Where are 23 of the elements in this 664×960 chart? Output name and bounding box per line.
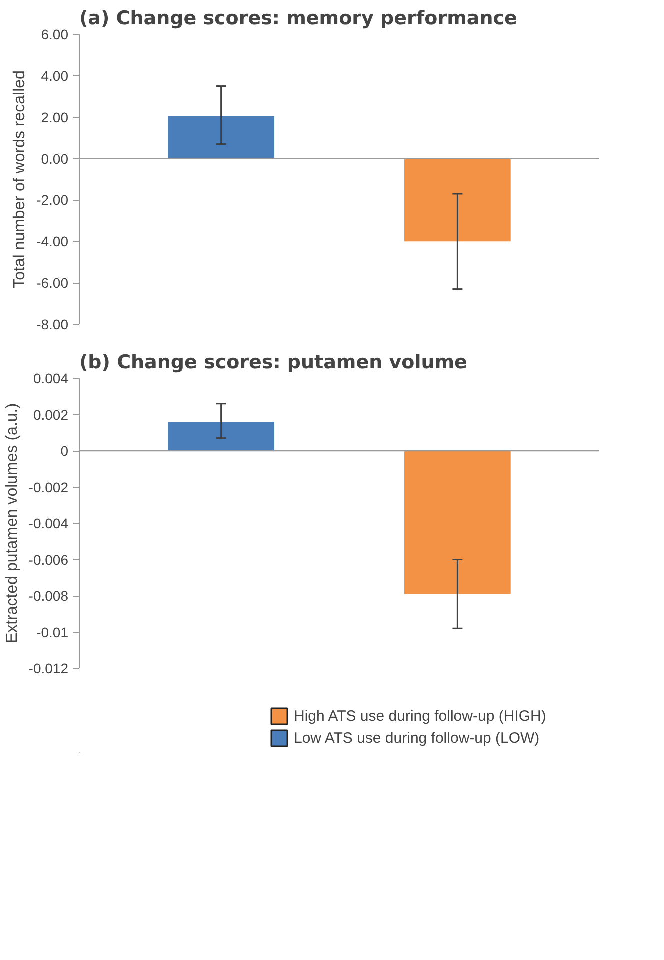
- y-tick-label: -0.012: [28, 660, 69, 676]
- y-tick-label: 4.00: [41, 68, 69, 84]
- y-tick-label: -0.006: [28, 552, 69, 568]
- chart-title: (a) Change scores: memory performance: [80, 8, 518, 30]
- y-tick-label: -8.00: [36, 316, 69, 332]
- y-tick-label: -0.008: [28, 588, 69, 604]
- y-tick-label: -0.002: [28, 479, 69, 496]
- y-tick-label: -0.004: [28, 516, 69, 532]
- y-tick-label: -0.01: [36, 624, 69, 640]
- y-tick-label: 0.00: [41, 150, 69, 167]
- y-axis-title: Extracted putamen volumes (a.u.): [4, 403, 21, 644]
- y-tick-label: 6.00: [41, 26, 69, 42]
- y-tick-label: 0.004: [33, 370, 69, 386]
- y-tick-label: -4.00: [36, 234, 69, 250]
- legend-label: High ATS use during follow-up (HIGH): [294, 708, 546, 724]
- y-tick-label: -6.00: [36, 275, 69, 292]
- y-axis-title: Total number of words recalled: [12, 70, 29, 288]
- chart-title: (b) Change scores: putamen volume: [80, 352, 468, 374]
- y-tick-label: 2.00: [41, 109, 69, 126]
- y-tick-label: 0: [60, 443, 69, 459]
- y-tick-label: -2.00: [36, 192, 69, 208]
- y-tick-label: 0.002: [33, 406, 69, 423]
- legend-label: Low ATS use during follow-up (LOW): [294, 730, 540, 746]
